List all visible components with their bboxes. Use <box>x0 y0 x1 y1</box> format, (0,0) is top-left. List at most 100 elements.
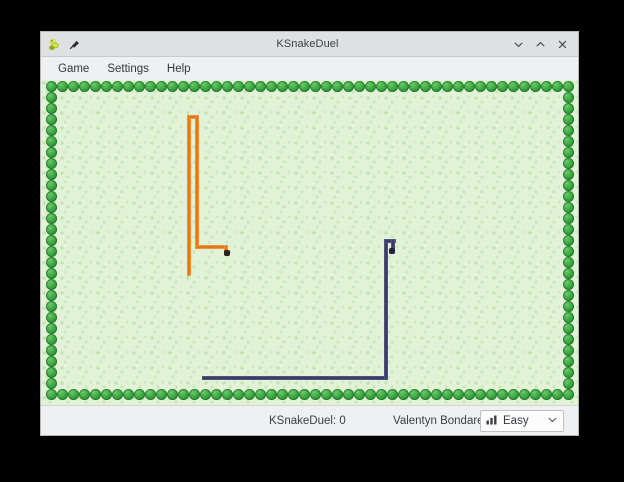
ksnakeduel-window: KSnakeDuel <box>41 32 578 435</box>
border-ball <box>387 81 398 92</box>
border-ball <box>354 389 365 400</box>
chevron-down-icon <box>547 412 558 430</box>
border-ball <box>233 389 244 400</box>
border-ball <box>46 169 57 180</box>
border-ball <box>563 224 574 235</box>
border-ball <box>453 389 464 400</box>
border-ball <box>332 81 343 92</box>
border-ball <box>563 268 574 279</box>
bar-chart-icon <box>486 412 498 430</box>
border-ball <box>46 92 57 103</box>
border-ball <box>46 147 57 158</box>
border-ball <box>46 136 57 147</box>
border-ball <box>431 81 442 92</box>
border-ball <box>563 235 574 246</box>
border-ball <box>46 125 57 136</box>
game-board[interactable] <box>41 80 578 405</box>
snake-segment <box>224 245 228 254</box>
menu-item-game[interactable]: Game <box>58 62 90 75</box>
border-ball <box>475 81 486 92</box>
border-ball <box>244 81 255 92</box>
border-ball <box>563 92 574 103</box>
border-ball <box>79 389 90 400</box>
border-ball <box>563 103 574 114</box>
border-ball <box>90 389 101 400</box>
window-title: KSnakeDuel <box>276 38 339 50</box>
maximize-button[interactable] <box>535 39 546 50</box>
border-ball <box>255 81 266 92</box>
border-ball <box>46 279 57 290</box>
border-ball <box>453 81 464 92</box>
border-ball <box>46 268 57 279</box>
border-ball <box>266 389 277 400</box>
border-ball <box>46 224 57 235</box>
border-ball <box>46 180 57 191</box>
border-ball <box>365 389 376 400</box>
border-ball <box>112 81 123 92</box>
border-ball <box>46 246 57 257</box>
pin-icon[interactable] <box>68 38 80 50</box>
border-ball <box>46 191 57 202</box>
border-ball <box>563 367 574 378</box>
difficulty-selector[interactable]: Easy <box>480 410 564 432</box>
border-ball <box>233 81 244 92</box>
snake-segment <box>187 115 199 119</box>
close-button[interactable] <box>557 39 568 50</box>
border-ball <box>46 367 57 378</box>
border-ball <box>134 389 145 400</box>
border-ball <box>398 81 409 92</box>
menu-bar: Game Settings Help <box>41 57 578 80</box>
snake-segment <box>187 115 191 276</box>
border-ball <box>123 389 134 400</box>
border-ball <box>431 389 442 400</box>
border-ball <box>563 257 574 268</box>
border-ball <box>46 290 57 301</box>
border-ball <box>398 389 409 400</box>
border-ball <box>299 81 310 92</box>
border-ball <box>376 81 387 92</box>
border-ball <box>519 81 530 92</box>
border-ball <box>420 81 431 92</box>
game-board-area[interactable] <box>41 80 578 405</box>
border-ball <box>464 389 475 400</box>
border-ball <box>387 389 398 400</box>
border-ball <box>112 389 123 400</box>
menu-item-help[interactable]: Help <box>166 62 191 75</box>
window-controls <box>498 39 572 50</box>
border-ball <box>310 81 321 92</box>
border-ball <box>563 136 574 147</box>
border-ball <box>420 389 431 400</box>
border-ball <box>46 213 57 224</box>
border-ball <box>46 312 57 323</box>
border-ball <box>189 81 200 92</box>
border-ball <box>563 202 574 213</box>
border-ball <box>46 345 57 356</box>
border-ball <box>46 202 57 213</box>
border-ball <box>321 389 332 400</box>
border-ball <box>156 81 167 92</box>
border-ball <box>46 257 57 268</box>
border-ball <box>552 81 563 92</box>
border-ball <box>343 81 354 92</box>
border-ball <box>354 81 365 92</box>
title-bar: KSnakeDuel <box>41 32 578 57</box>
border-ball <box>541 81 552 92</box>
border-ball <box>442 389 453 400</box>
border-ball <box>200 81 211 92</box>
border-ball <box>277 389 288 400</box>
border-ball <box>167 389 178 400</box>
minimize-button[interactable] <box>513 39 524 50</box>
border-ball <box>178 389 189 400</box>
menu-item-settings[interactable]: Settings <box>107 62 149 75</box>
border-ball <box>266 81 277 92</box>
border-ball <box>442 81 453 92</box>
border-ball <box>475 389 486 400</box>
border-ball <box>508 389 519 400</box>
title-bar-left <box>47 37 117 52</box>
border-ball <box>563 246 574 257</box>
border-ball <box>222 81 233 92</box>
border-ball <box>156 389 167 400</box>
border-ball <box>563 158 574 169</box>
border-ball <box>145 389 156 400</box>
